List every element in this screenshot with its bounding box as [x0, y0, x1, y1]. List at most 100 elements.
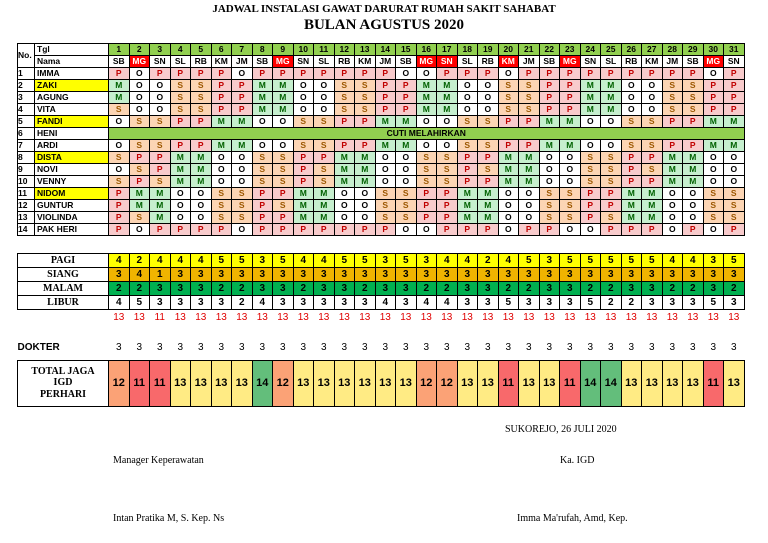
shift-cell: S — [600, 151, 622, 164]
shift-cell: O — [620, 103, 642, 116]
date-cell: 23 — [559, 43, 581, 56]
total-jaga-cell: 14 — [579, 359, 601, 407]
shift-cell: P — [231, 79, 253, 92]
total-cell: 13 — [133, 311, 145, 323]
shift-cell: S — [231, 187, 253, 200]
shift-cell: S — [518, 79, 540, 92]
shift-cell: P — [497, 115, 519, 128]
total-jaga-cell: 13 — [313, 359, 335, 407]
summary-cell: 3 — [251, 267, 273, 282]
shift-cell: S — [641, 139, 663, 152]
shift-cell: P — [600, 223, 622, 236]
summary-cell: 1 — [149, 267, 171, 282]
shift-cell: O — [272, 139, 294, 152]
summary-cell: 3 — [313, 281, 335, 296]
staff-name: VENNY — [34, 175, 109, 188]
shift-cell: S — [702, 187, 724, 200]
day-cell: SB — [108, 55, 130, 68]
dokter-cell: 3 — [156, 342, 163, 353]
shift-cell: M — [702, 115, 724, 128]
shift-cell: O — [313, 91, 335, 104]
dokter-cell: 3 — [607, 342, 614, 353]
day-cell: JM — [231, 55, 253, 68]
total-cell: 13 — [482, 311, 494, 323]
day-cell: SN — [292, 55, 314, 68]
summary-cell: 3 — [272, 267, 294, 282]
shift-cell: O — [518, 199, 540, 212]
shift-cell: P — [128, 151, 150, 164]
right-name: Imma Ma'rufah, Amd, Kep. — [517, 513, 628, 524]
total-cell: 13 — [605, 311, 617, 323]
shift-cell: O — [128, 103, 150, 116]
summary-cell: 4 — [682, 253, 704, 268]
shift-cell: O — [395, 223, 417, 236]
right-role: Ka. IGD — [560, 455, 595, 466]
shift-cell: S — [620, 139, 642, 152]
shift-cell: S — [641, 115, 663, 128]
total-cell: 13 — [215, 311, 227, 323]
shift-cell: P — [210, 223, 232, 236]
dokter-cell: 3 — [115, 342, 122, 353]
summary-cell: 3 — [354, 267, 376, 282]
shift-cell: P — [579, 199, 601, 212]
date-cell: 18 — [456, 43, 478, 56]
shift-cell: M — [149, 187, 171, 200]
summary-cell: 4 — [108, 295, 130, 310]
row-no: 12 — [17, 199, 35, 212]
shift-cell: M — [702, 139, 724, 152]
shift-cell: O — [108, 139, 130, 152]
shift-cell: S — [620, 115, 642, 128]
shift-cell: M — [354, 175, 376, 188]
shift-cell: P — [477, 151, 499, 164]
shift-cell: P — [333, 115, 355, 128]
left-role: Manager Keperawatan — [113, 455, 204, 466]
row-no: 3 — [17, 91, 35, 104]
shift-cell: M — [251, 79, 273, 92]
day-cell: SB — [395, 55, 417, 68]
shift-cell: M — [579, 103, 601, 116]
staff-row: 4 VITA S O O S S P P M M O O S S P P M M O O S S P P M M O O S S P P — [17, 103, 745, 116]
summary-cell: 5 — [559, 253, 581, 268]
shift-cell: M — [600, 103, 622, 116]
place-date: SUKOREJO, 26 JULI 2020 — [505, 424, 617, 435]
shift-cell: O — [395, 67, 417, 80]
shift-cell: S — [538, 187, 560, 200]
staff-name: PAK HERI — [34, 223, 109, 236]
shift-cell: O — [538, 175, 560, 188]
shift-cell: O — [682, 199, 704, 212]
dokter-cell: 3 — [279, 342, 286, 353]
shift-cell: P — [518, 139, 540, 152]
summary-cell: 3 — [477, 295, 499, 310]
shift-cell: O — [579, 223, 601, 236]
shift-cell: M — [108, 91, 130, 104]
shift-cell: S — [354, 79, 376, 92]
shift-cell: S — [415, 151, 437, 164]
shift-cell: P — [333, 223, 355, 236]
shift-cell: P — [149, 151, 171, 164]
shift-cell: S — [661, 103, 683, 116]
summary-cell: 3 — [723, 267, 745, 282]
staff-name: NIDOM — [34, 187, 109, 200]
total-cell: 13 — [195, 311, 207, 323]
shift-cell: S — [313, 139, 335, 152]
shift-cell: M — [477, 187, 499, 200]
summary-row: SIANG 3 4 1 3 3 3 3 3 3 3 3 3 3 3 3 3 3 3 3 3 3 3 3 3 3 3 3 3 3 3 3 — [17, 267, 745, 282]
shift-cell: S — [395, 199, 417, 212]
total-cell: 13 — [502, 311, 514, 323]
shift-cell: O — [210, 151, 232, 164]
shift-cell: O — [538, 151, 560, 164]
shift-cell: M — [497, 175, 519, 188]
shift-cell: M — [477, 199, 499, 212]
header-row: Nama SB MG SN SL RB KM JM SB MG SN SL RB KM JM SB MG SN SL… — [18, 55, 745, 68]
summary-cell: 3 — [641, 295, 663, 310]
shift-cell: S — [128, 115, 150, 128]
summary-cell: 3 — [559, 281, 581, 296]
shift-cell: S — [497, 103, 519, 116]
shift-cell: M — [128, 199, 150, 212]
date-cell: 9 — [272, 43, 294, 56]
shift-cell: O — [333, 199, 355, 212]
shift-cell: O — [169, 211, 191, 224]
shift-cell: O — [702, 175, 724, 188]
shift-cell: S — [456, 115, 478, 128]
shift-cell: O — [559, 151, 581, 164]
